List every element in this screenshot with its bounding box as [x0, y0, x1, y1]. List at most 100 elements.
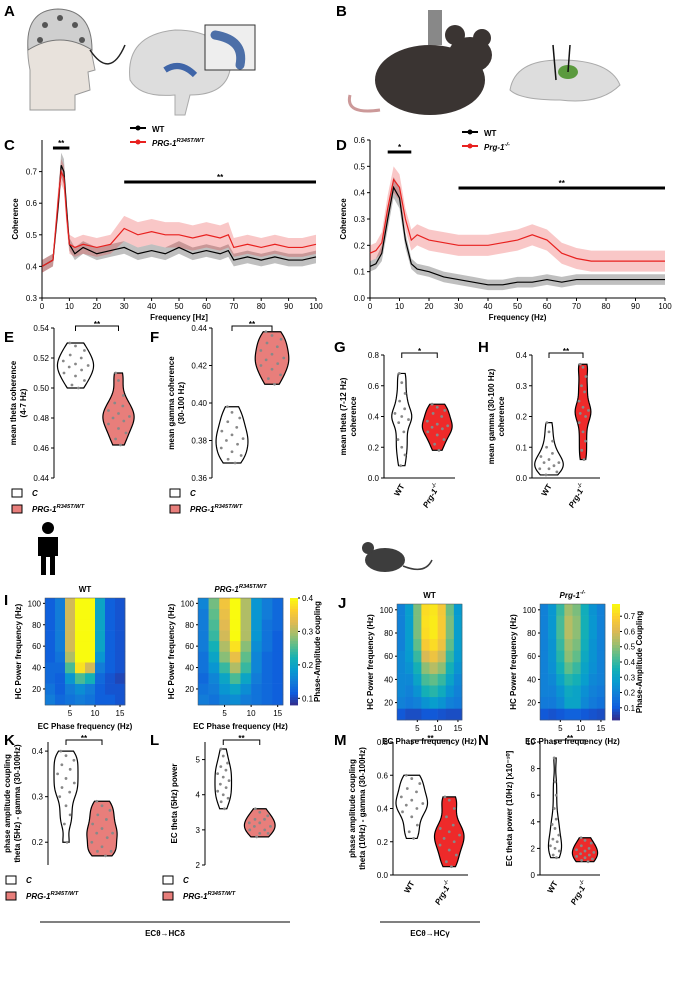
- data-point: [230, 410, 234, 414]
- x-tick-label: WT: [540, 482, 554, 497]
- heatmap-cell: [588, 685, 598, 698]
- data-point: [400, 381, 404, 385]
- data-point: [401, 810, 404, 814]
- legend-label: C: [190, 489, 196, 498]
- data-point: [109, 849, 113, 853]
- plot-frame: [197, 597, 284, 706]
- data-point: [96, 849, 99, 853]
- heatmap-cell: [540, 615, 549, 628]
- heatmap-cell: [556, 708, 565, 721]
- y-tick-label: 0.6: [377, 771, 389, 780]
- heatmap-cell: [55, 672, 66, 684]
- heatmap-cell: [453, 696, 463, 709]
- x-axis-label: EC Phase frequency (Hz): [382, 737, 477, 746]
- data-point: [64, 777, 68, 780]
- data-point: [442, 438, 446, 441]
- heatmap-cell: [240, 683, 252, 695]
- heatmap-cell: [261, 598, 273, 609]
- heatmap-cell: [219, 598, 231, 609]
- data-point: [68, 813, 72, 817]
- heatmap-cell: [572, 708, 581, 721]
- heatmap-cell: [413, 627, 422, 640]
- heatmap-cell: [397, 604, 406, 616]
- colorbar-slice: [290, 688, 298, 693]
- y-tick-label: 40: [32, 664, 41, 673]
- data-point: [95, 799, 99, 803]
- data-point: [555, 840, 559, 844]
- data-point: [266, 377, 270, 381]
- colorbar-slice: [612, 650, 620, 654]
- colorbar-slice: [290, 616, 298, 620]
- data-point: [430, 402, 434, 406]
- heatmap-cell: [397, 708, 406, 721]
- mouse-icon: [362, 542, 433, 572]
- heatmap-cell: [413, 696, 422, 709]
- y-axis-label: coherence: [349, 396, 358, 437]
- heatmap-cell: [75, 662, 86, 674]
- data-point: [265, 341, 269, 345]
- heatmap-cell: [219, 608, 231, 620]
- heatmap-cell: [85, 598, 96, 609]
- colorbar-slice: [612, 627, 620, 631]
- heatmap-cell: [208, 630, 220, 642]
- heatmap-cell: [397, 627, 406, 640]
- colorbar-slice: [612, 633, 620, 637]
- data-point: [579, 844, 583, 848]
- x-tick-label-sup: -/-: [431, 482, 439, 490]
- heatmap-cell: [548, 696, 557, 709]
- data-point: [587, 853, 591, 857]
- data-point: [579, 836, 583, 840]
- heatmap-cell: [596, 696, 606, 709]
- y-tick-label: 0.0: [516, 474, 528, 483]
- data-point: [219, 765, 223, 768]
- colorbar-slice: [290, 632, 298, 636]
- significance-label: **: [81, 734, 88, 743]
- heatmap-cell: [405, 604, 414, 616]
- data-point: [442, 837, 446, 840]
- legend-label-sup: R345T/WT: [207, 891, 235, 897]
- data-point: [264, 358, 268, 362]
- y-tick-label: 0.7: [26, 168, 38, 177]
- series-line: [41, 169, 317, 267]
- data-point: [225, 439, 228, 442]
- heatmap-cell: [556, 638, 565, 651]
- heatmap-cell: [437, 696, 447, 709]
- colorbar-slice: [290, 598, 298, 602]
- data-point: [393, 412, 397, 415]
- heatmap-cell: [85, 630, 96, 642]
- colorbar-tick-label: 0.2: [624, 689, 636, 698]
- heatmap-cell: [405, 615, 414, 628]
- heatmap-cell: [45, 683, 56, 695]
- colorbar-slice: [290, 675, 298, 679]
- colorbar-label: Phase-Amplitude Coupling: [635, 611, 644, 713]
- heatmap-cell: [564, 685, 573, 698]
- significance-bracket: [65, 739, 103, 745]
- heatmap-cell: [548, 673, 557, 686]
- data-point: [253, 824, 256, 828]
- x-tick-label: 5: [415, 724, 420, 733]
- heatmap-cell: [240, 651, 252, 663]
- data-point: [100, 827, 104, 830]
- colorbar-slice: [290, 691, 298, 695]
- data-point: [74, 374, 77, 378]
- heatmap-cell: [596, 650, 606, 663]
- x-tick-label: 80: [257, 302, 266, 311]
- heatmap-cell: [596, 673, 606, 686]
- data-point: [435, 422, 439, 426]
- data-point: [241, 437, 245, 441]
- significance-bracket: [411, 739, 450, 745]
- heatmap-cell: [421, 604, 430, 616]
- x-axis-label: EC Phase frequency (Hz): [193, 722, 288, 731]
- data-point: [584, 375, 588, 378]
- heatmap-cell: [405, 662, 414, 674]
- y-axis-label: (30-100 Hz): [177, 382, 186, 425]
- data-point: [56, 772, 60, 776]
- heatmap-cell: [75, 651, 86, 663]
- colorbar-slice: [612, 664, 620, 669]
- y-axis-label: HC Power frequency (Hz): [167, 603, 176, 699]
- y-tick-label: 0.1: [516, 443, 528, 452]
- heatmap-cell: [548, 615, 557, 628]
- colorbar-slice: [290, 608, 298, 612]
- data-point: [60, 763, 64, 767]
- heatmap-cell: [564, 604, 573, 616]
